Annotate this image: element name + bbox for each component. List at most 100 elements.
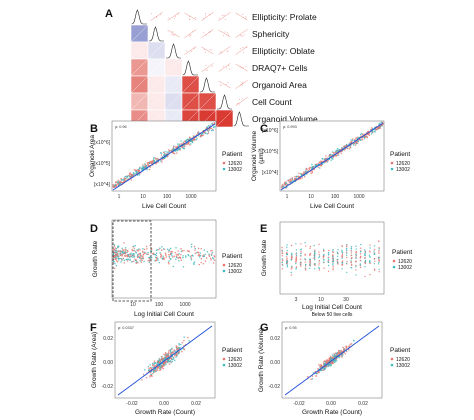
panel-f-point [160,359,163,361]
mini-scatter-trend [235,29,248,38]
mini-scatter-trend [184,46,197,55]
panel-b-point [160,152,162,154]
panel-b-point [164,156,166,159]
panel-d-point [132,252,134,255]
variable-label: Ellipticity: Prolate [252,12,317,22]
panel-c-point [300,177,302,179]
panel-d-point [116,250,118,252]
mini-scatter-point [227,81,229,83]
panel-e-point [328,258,330,261]
panel-b-point [211,122,213,125]
panel-e-point [341,260,344,262]
panel-d-point [125,251,127,254]
panel-d-point [193,263,195,265]
mini-scatter-point [208,13,210,15]
panel-d-point [128,255,130,257]
panel-d-point [135,259,138,261]
panel-d-point [175,254,178,256]
panel-f-point [182,348,184,350]
panel-d-point [133,260,135,263]
density-curve [165,43,182,59]
panel-d-point [133,253,136,255]
panel-d-point [212,257,215,260]
panel-b-point [155,163,157,165]
panel-e-point [351,267,353,269]
panel-f-point [183,339,185,342]
panel-d-point [194,249,196,251]
panel-f-point [162,365,164,367]
mini-scatter-point [208,32,210,34]
panel-f-point [142,373,145,376]
panel-e-point [295,257,297,259]
panel-b-point [144,163,147,166]
panel-f-point [153,363,155,366]
panel-d-legend-label: 13002 [228,269,242,275]
panel-f-point [178,350,181,353]
panel-d-point [121,247,123,250]
panel-d-legend-swatch [222,269,226,273]
panel-d-point [190,257,193,260]
panel-g-fit-line [284,325,380,396]
panel-b-point [161,161,163,163]
panel-g-point [332,362,334,365]
panel-d-point [162,255,164,257]
panel-b-point [130,173,133,176]
panel-e-point [332,269,334,271]
panel-d-point [182,257,184,259]
mini-scatter-point [242,14,244,15]
panel-c-point [337,147,339,150]
panel-e-point [345,246,348,248]
corr-cell-hatch [147,92,166,111]
panel-f-point [151,366,153,368]
panel-b-point [200,135,202,137]
panel-d-legend-title: Patient [222,253,242,260]
panel-c-point [353,139,356,142]
panel-e-point [350,260,352,262]
panel-f-point [172,357,175,360]
panel-d-point [112,248,114,251]
panel-c-point [343,145,345,148]
panel-b-point [176,145,179,148]
panel-f-point [150,373,153,376]
panel-e-point [332,263,334,265]
panel-c-point [289,178,291,180]
panel-f-point [175,348,178,351]
panel-e-point [286,259,288,261]
panel-b-point [176,143,179,145]
panel-d-point [113,267,116,269]
panel-e-legend-swatch [392,259,396,263]
mini-scatter-point [189,16,191,17]
panel-f-point [147,365,150,368]
panel-e-point [281,261,284,264]
panel-c-point [346,147,348,150]
panel-d-point [156,256,158,259]
panel-d-point [168,263,170,265]
panel-d-ylabel: Growth Rate [92,240,99,277]
panel-e-point [346,250,348,252]
panel-d-point [179,256,181,258]
panel-g-point [323,360,325,363]
mini-scatter-point [226,67,228,69]
panel-g-point [312,371,315,374]
panel-e-point [373,253,376,255]
panel-e-point [291,255,293,257]
panel-c-point [327,159,329,162]
panel-e-point [345,251,348,253]
panel-f-ytick: -0.02 [102,384,114,390]
panel-c-point [283,183,286,185]
panel-label-c: C [260,123,268,135]
panel-c-point [365,134,368,136]
panel-g-point [315,375,318,377]
panel-d-point [127,258,130,261]
panel-e-point [332,264,334,266]
panel-e-point [295,268,297,270]
panel-d-point [168,254,170,256]
panel-b-point [117,179,119,182]
panel-d-point [197,254,200,257]
panel-d-point [133,256,136,258]
panel-b-point [147,163,149,166]
panel-c-point [361,138,364,141]
panel-d-point [139,254,142,257]
panel-b-point [172,152,175,154]
panel-b-xlabel: Live Cell Count [142,203,186,210]
